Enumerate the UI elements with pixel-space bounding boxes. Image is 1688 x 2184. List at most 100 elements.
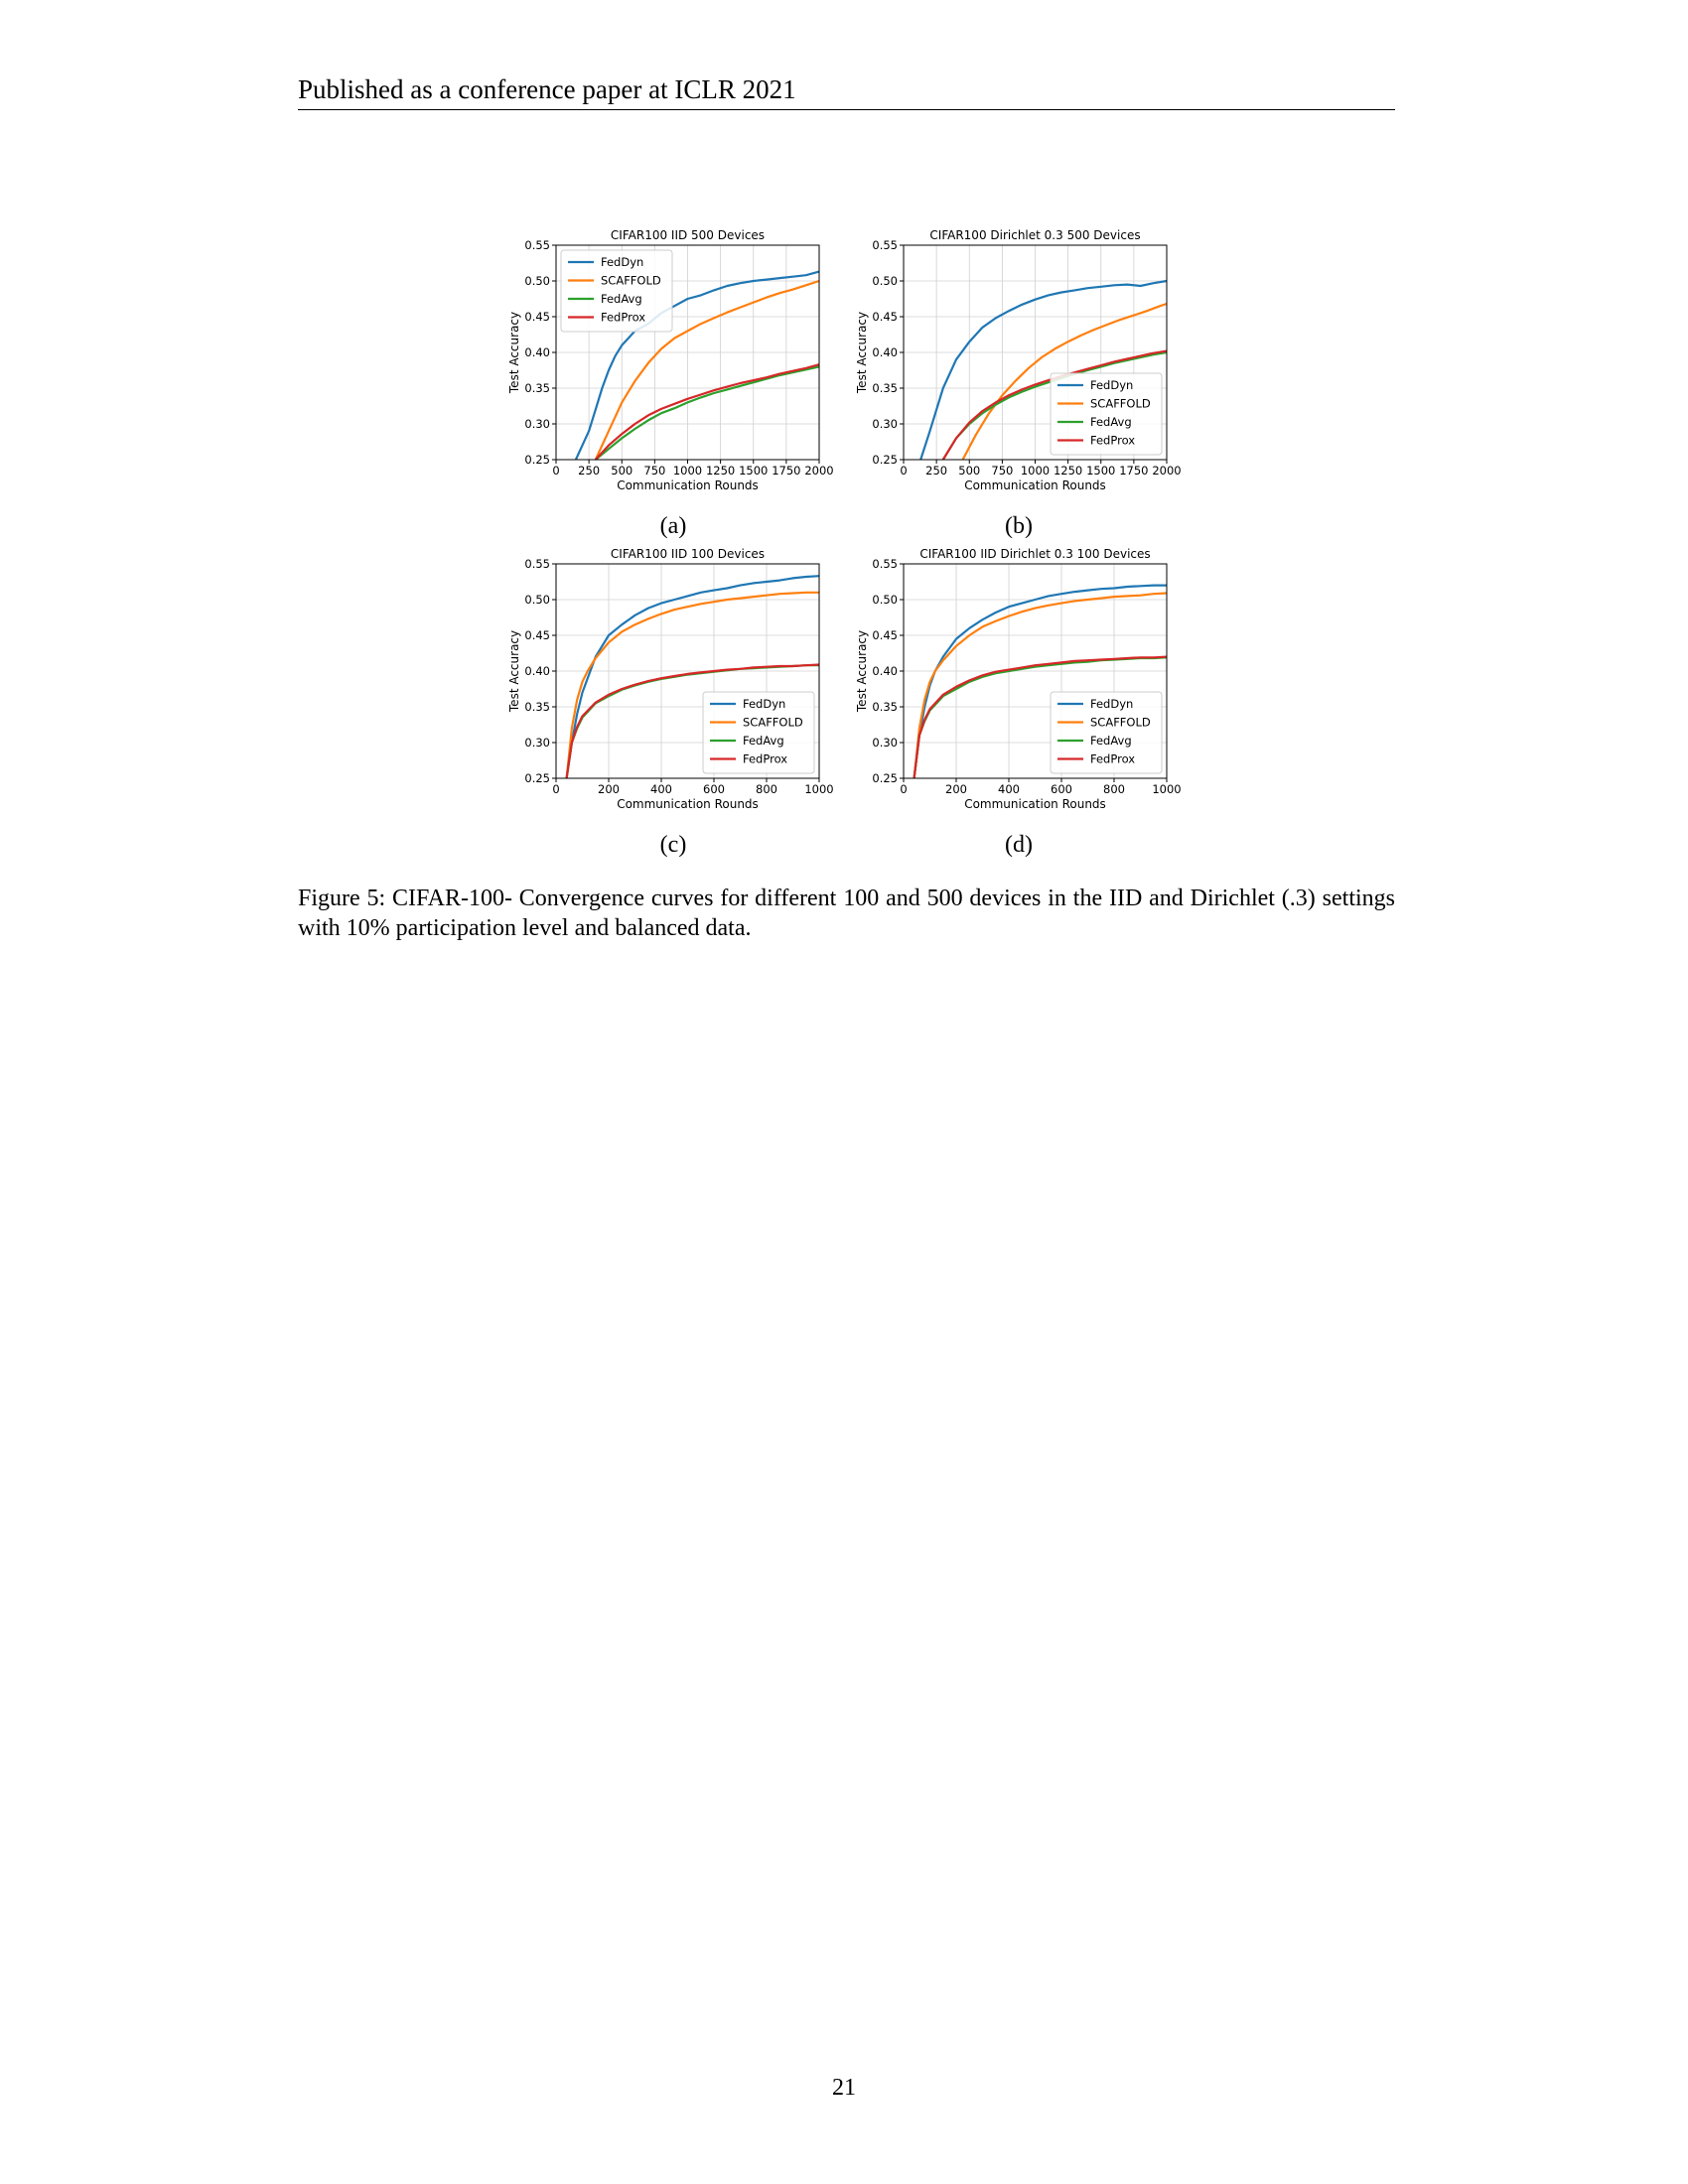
- x-tick-label: 0: [900, 782, 907, 796]
- x-tick-label: 2000: [1152, 464, 1181, 478]
- x-tick-label: 600: [1051, 782, 1072, 796]
- x-tick-label: 1000: [804, 782, 833, 796]
- series-line-feddyn: [565, 575, 820, 779]
- y-axis-label: Test Accuracy: [855, 312, 869, 394]
- y-tick-label: 0.25: [524, 453, 550, 467]
- page-number: 21: [832, 2075, 856, 2101]
- x-tick-label: 1000: [673, 464, 702, 478]
- subcaption-b: (b): [1005, 513, 1033, 539]
- series-line-scaffold: [913, 592, 1168, 779]
- y-tick-label: 0.45: [872, 310, 898, 324]
- x-tick-label: 250: [925, 464, 947, 478]
- series-line-feddyn: [919, 279, 1168, 461]
- figure-caption: Figure 5: CIFAR-100- Convergence curves …: [298, 886, 1395, 941]
- legend-label-fedprox: FedProx: [601, 311, 645, 325]
- y-tick-label: 0.30: [872, 736, 898, 750]
- legend-label-feddyn: FedDyn: [1090, 378, 1133, 392]
- chart-c: 0 200 400 600 800 1000 0.25 0.30 0.35 0.40 0.45 0.5…: [507, 547, 834, 811]
- y-tick-label: 0.50: [872, 274, 898, 288]
- series-line-scaffold: [594, 279, 820, 461]
- y-tick-label: 0.25: [524, 771, 550, 785]
- legend-label-feddyn: FedDyn: [1090, 697, 1133, 711]
- x-tick-label: 500: [958, 464, 980, 478]
- x-tick-label: 250: [578, 464, 600, 478]
- x-tick-label: 1500: [1086, 464, 1115, 478]
- legend-label-feddyn: FedDyn: [743, 697, 785, 711]
- x-tick-label: 750: [991, 464, 1013, 478]
- y-tick-label: 0.45: [524, 628, 550, 642]
- x-tick-label: 1250: [706, 464, 735, 478]
- x-tick-label: 750: [643, 464, 665, 478]
- legend-label-fedprox: FedProx: [1090, 752, 1135, 766]
- y-tick-label: 0.30: [524, 736, 550, 750]
- legend-label-fedavg: FedAvg: [1090, 734, 1132, 748]
- y-axis-label: Test Accuracy: [507, 312, 521, 394]
- y-tick-label: 0.40: [524, 664, 550, 678]
- legend-label-feddyn: FedDyn: [601, 255, 643, 269]
- series-line-fedavg: [595, 365, 820, 461]
- subplot-a: 0 250 500 750 1000 1250 1500 1750 2000 0.25 0.30 0.…: [496, 223, 834, 511]
- chart-b: 0 250 500 750 1000 1250 1500 1750 2000 0.25 0.30 0.…: [855, 228, 1182, 492]
- y-tick-label: 0.40: [872, 664, 898, 678]
- x-tick-label: 200: [945, 782, 967, 796]
- legend-label-fedavg: FedAvg: [601, 292, 642, 306]
- y-tick-label: 0.25: [872, 771, 898, 785]
- x-tick-label: 1000: [1021, 464, 1050, 478]
- legend-label-scaffold: SCAFFOLD: [1090, 397, 1151, 411]
- y-tick-label: 0.50: [524, 593, 550, 607]
- legend: FedDyn SCAFFOLD FedAvg FedProx: [702, 691, 815, 774]
- series-line-fedprox: [594, 363, 820, 461]
- figure-5: 0 250 500 750 1000 1250 1500 1750 2000 0.25 0.30 0.…: [0, 0, 1688, 893]
- x-tick-label: 2000: [804, 464, 833, 478]
- subcaption-d: (d): [1005, 832, 1033, 858]
- x-axis-label: Communication Rounds: [617, 797, 759, 811]
- legend: FedDyn SCAFFOLD FedAvg FedProx: [1050, 691, 1163, 774]
- chart-d: 0 200 400 600 800 1000 0.25 0.30 0.35 0.40 0.45 0.5…: [855, 547, 1182, 811]
- legend-label-fedprox: FedProx: [1090, 434, 1135, 448]
- y-tick-label: 0.40: [524, 345, 550, 359]
- y-tick-label: 0.55: [524, 238, 550, 252]
- y-tick-label: 0.30: [872, 417, 898, 431]
- series-line-scaffold: [565, 591, 819, 779]
- y-tick-label: 0.25: [872, 453, 898, 467]
- y-tick-label: 0.30: [524, 417, 550, 431]
- y-tick-label: 0.45: [872, 628, 898, 642]
- legend-label-scaffold: SCAFFOLD: [743, 716, 803, 730]
- y-tick-label: 0.50: [872, 593, 898, 607]
- x-tick-label: 200: [598, 782, 620, 796]
- x-tick-label: 800: [756, 782, 777, 796]
- legend: FedDyn SCAFFOLD FedAvg FedProx: [1050, 372, 1163, 456]
- y-tick-label: 0.55: [872, 557, 898, 571]
- y-tick-label: 0.35: [872, 381, 898, 395]
- series-line-fedprox: [565, 663, 820, 779]
- legend-label-scaffold: SCAFFOLD: [1090, 716, 1151, 730]
- y-axis-label: Test Accuracy: [855, 630, 869, 713]
- subplot-b: 0 250 500 750 1000 1250 1500 1750 2000 0.25 0.30 0.…: [844, 223, 1182, 511]
- x-tick-label: 1750: [772, 464, 800, 478]
- subcaption-c: (c): [659, 832, 687, 858]
- x-tick-label: 500: [611, 464, 633, 478]
- x-tick-label: 1500: [739, 464, 768, 478]
- chart-title: CIFAR100 IID 100 Devices: [611, 547, 765, 561]
- y-tick-label: 0.35: [524, 381, 550, 395]
- legend: FedDyn SCAFFOLD FedAvg FedProx: [560, 249, 673, 333]
- x-axis-label: Communication Rounds: [964, 478, 1106, 492]
- series-line-fedprox: [913, 655, 1168, 779]
- y-tick-label: 0.45: [524, 310, 550, 324]
- legend-label-fedprox: FedProx: [743, 752, 787, 766]
- x-tick-label: 1750: [1119, 464, 1148, 478]
- x-axis-label: Communication Rounds: [964, 797, 1106, 811]
- y-tick-label: 0.55: [524, 557, 550, 571]
- y-axis-label: Test Accuracy: [507, 630, 521, 713]
- x-tick-label: 1000: [1152, 782, 1181, 796]
- chart-title: CIFAR100 IID Dirichlet 0.3 100 Devices: [919, 547, 1150, 561]
- y-tick-label: 0.35: [524, 700, 550, 714]
- legend-label-fedavg: FedAvg: [1090, 415, 1132, 429]
- subcaption-a: (a): [659, 513, 687, 539]
- chart-title: CIFAR100 Dirichlet 0.3 500 Devices: [929, 228, 1140, 242]
- x-tick-label: 1250: [1054, 464, 1082, 478]
- legend-label-scaffold: SCAFFOLD: [601, 274, 661, 288]
- running-header: Published as a conference paper at ICLR …: [298, 69, 1395, 110]
- y-tick-label: 0.50: [524, 274, 550, 288]
- y-tick-label: 0.40: [872, 345, 898, 359]
